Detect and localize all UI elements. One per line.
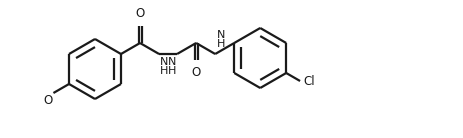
Text: N
H: N H	[160, 57, 168, 76]
Text: O: O	[191, 66, 200, 79]
Text: N
H: N H	[167, 57, 175, 76]
Text: N
H: N H	[217, 30, 225, 49]
Text: O: O	[135, 7, 144, 20]
Text: O: O	[43, 94, 52, 107]
Text: Cl: Cl	[302, 75, 314, 87]
